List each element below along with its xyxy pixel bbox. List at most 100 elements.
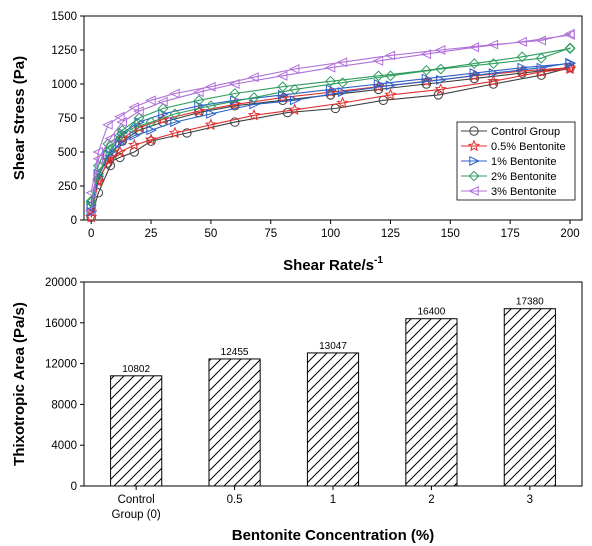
data-point (115, 138, 126, 149)
data-point (468, 42, 479, 53)
data-point (104, 133, 116, 144)
data-point (536, 70, 546, 80)
data-point (157, 96, 168, 107)
data-point (146, 125, 157, 136)
legend-marker (469, 126, 479, 136)
data-point (564, 28, 575, 39)
x-axis-title-bottom: Bentonite Concentration (%) (232, 527, 435, 544)
data-point (373, 84, 384, 95)
legend-marker (468, 186, 479, 196)
x-tick-label: Control (118, 494, 155, 506)
legend-item: Control Group (461, 126, 560, 138)
legend-marker (469, 156, 480, 166)
y-tick-label: 1250 (51, 45, 77, 57)
data-point (170, 117, 181, 128)
data-point (289, 84, 301, 95)
data-point (85, 195, 97, 207)
x-tick-label: 200 (560, 228, 579, 240)
y-tick-label: 250 (58, 181, 77, 193)
data-point (134, 117, 145, 128)
bar (306, 352, 360, 487)
data-point (92, 153, 104, 164)
x-tick-label: Group (0) (112, 509, 161, 521)
data-point (384, 50, 396, 61)
data-point (206, 108, 217, 119)
bar-value-label: 10802 (122, 364, 150, 375)
y-tick-label: 4000 (51, 440, 77, 452)
data-point (228, 79, 240, 89)
y-tick-label: 750 (58, 113, 77, 125)
x-tick-label: 150 (441, 228, 460, 240)
data-point (204, 118, 218, 131)
data-point (488, 79, 499, 89)
x-tick-label: 25 (145, 228, 158, 240)
x-tick-label: 1 (330, 494, 336, 506)
bar-value-label: 17380 (516, 297, 544, 308)
data-point (194, 100, 205, 111)
data-point (325, 84, 337, 95)
data-point (278, 95, 288, 106)
data-point (129, 130, 141, 141)
bars: 10802 12455 13047 16400 17380 (110, 297, 556, 487)
data-point (325, 75, 337, 87)
y-tick-label: 8000 (51, 399, 77, 411)
data-point (102, 138, 114, 150)
data-point (487, 39, 499, 50)
data-point (276, 70, 288, 81)
data-point (145, 116, 157, 128)
data-point (92, 160, 104, 172)
bar (405, 318, 458, 487)
data-point (336, 96, 349, 109)
data-point (385, 70, 396, 82)
data-point (488, 58, 499, 70)
data-point (288, 64, 300, 75)
bottom-axes: 0 4000 8000 12000 16000 20000 Control Group (0)… (45, 277, 533, 521)
x-tick-label: 75 (264, 228, 277, 240)
y-tick-label: 0 (71, 481, 77, 493)
legend-label: 1% Bentonite (491, 156, 556, 168)
data-point (248, 92, 260, 104)
series-3-bentonite (85, 28, 575, 216)
legend-item: 1% Bentonite (461, 156, 556, 168)
data-point (436, 74, 447, 85)
x-tick-label: 2 (428, 494, 434, 506)
data-point (114, 130, 126, 142)
data-point (288, 103, 301, 116)
data-point (385, 80, 397, 91)
x-axis-title-top: Shear Rate/s-1 (283, 255, 383, 274)
bar (208, 358, 261, 487)
data-point (517, 62, 529, 73)
y-tick-label: 1500 (51, 11, 77, 23)
data-point (421, 79, 432, 89)
data-point (193, 94, 205, 106)
legend-label: Control Group (491, 126, 560, 138)
legend-item: 2% Bentonite (461, 170, 556, 183)
legend-marker (467, 139, 481, 152)
y-tick-label: 0 (71, 215, 77, 227)
data-point (278, 89, 289, 100)
data-point (247, 108, 261, 121)
x-tick-label: 3 (527, 494, 533, 506)
data-point (128, 138, 141, 151)
data-point (469, 68, 481, 79)
data-point (168, 126, 182, 139)
data-point (535, 52, 547, 64)
data-point (516, 36, 527, 47)
data-point (336, 57, 348, 68)
data-point (157, 103, 169, 114)
x-tick-label: 125 (381, 228, 400, 240)
data-point (92, 169, 104, 181)
data-point (158, 108, 169, 119)
data-point (230, 117, 240, 127)
data-point (113, 145, 127, 158)
data-point (193, 87, 204, 98)
data-point (434, 45, 446, 55)
data-point (289, 95, 301, 106)
x-tick-label: 175 (501, 228, 520, 240)
flow-curve-chart: 0 25 50 75 100 125 150 175 200 0 250 500 750 1000 1250… (11, 11, 583, 274)
data-point (384, 88, 397, 101)
data-point (468, 58, 480, 70)
data-point (128, 122, 140, 133)
series-line (90, 47, 571, 203)
legend-label: 3% Bentonite (491, 186, 556, 198)
